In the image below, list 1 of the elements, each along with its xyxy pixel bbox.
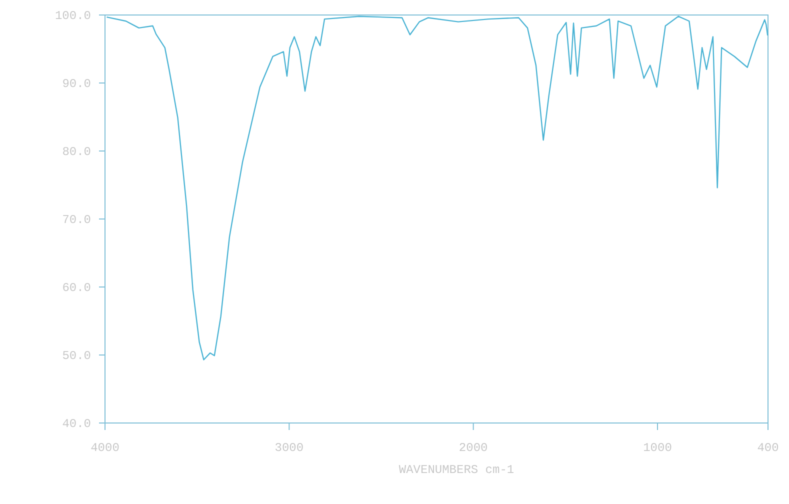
line-series bbox=[106, 16, 768, 360]
